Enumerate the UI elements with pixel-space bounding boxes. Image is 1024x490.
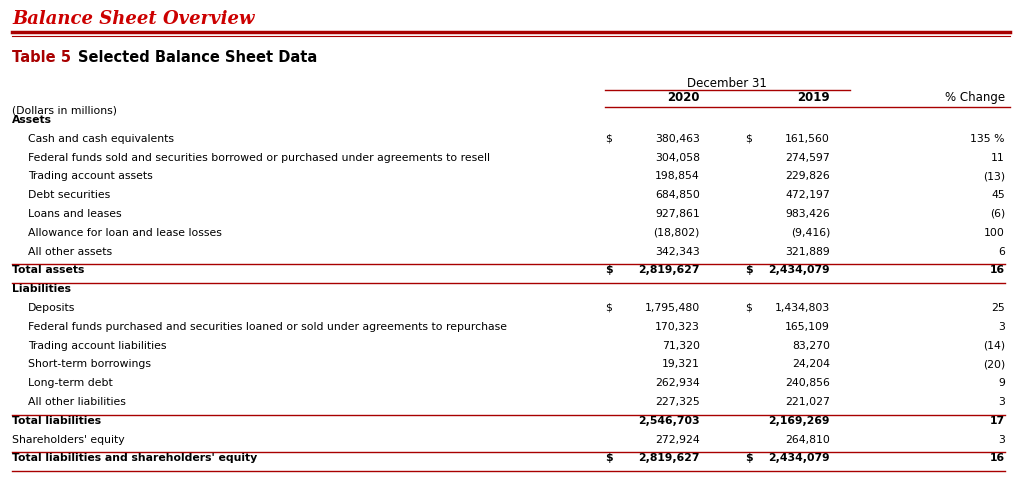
Text: All other liabilities: All other liabilities (28, 397, 126, 407)
Text: 3: 3 (998, 397, 1005, 407)
Text: 221,027: 221,027 (785, 397, 830, 407)
Text: $: $ (745, 453, 753, 464)
Text: $: $ (745, 303, 752, 313)
Text: 272,924: 272,924 (655, 435, 700, 444)
Text: Assets: Assets (12, 115, 52, 125)
Text: Total liabilities and shareholders' equity: Total liabilities and shareholders' equi… (12, 453, 257, 464)
Text: 9: 9 (998, 378, 1005, 388)
Text: Table 5: Table 5 (12, 50, 71, 65)
Text: 684,850: 684,850 (655, 190, 700, 200)
Text: 2,434,079: 2,434,079 (768, 266, 830, 275)
Text: 135 %: 135 % (971, 134, 1005, 144)
Text: Trading account assets: Trading account assets (28, 172, 153, 181)
Text: 17: 17 (990, 416, 1005, 426)
Text: 927,861: 927,861 (655, 209, 700, 219)
Text: Cash and cash equivalents: Cash and cash equivalents (28, 134, 174, 144)
Text: 1,795,480: 1,795,480 (645, 303, 700, 313)
Text: 229,826: 229,826 (785, 172, 830, 181)
Text: Allowance for loan and lease losses: Allowance for loan and lease losses (28, 228, 222, 238)
Text: 83,270: 83,270 (792, 341, 830, 351)
Text: 264,810: 264,810 (785, 435, 830, 444)
Text: Trading account liabilities: Trading account liabilities (28, 341, 167, 351)
Text: 2,819,627: 2,819,627 (639, 453, 700, 464)
Text: All other assets: All other assets (28, 246, 112, 257)
Text: 161,560: 161,560 (785, 134, 830, 144)
Text: (18,802): (18,802) (653, 228, 700, 238)
Text: 304,058: 304,058 (655, 152, 700, 163)
Text: % Change: % Change (945, 91, 1005, 104)
Text: 2,546,703: 2,546,703 (638, 416, 700, 426)
Text: 342,343: 342,343 (655, 246, 700, 257)
Text: 262,934: 262,934 (655, 378, 700, 388)
Text: 25: 25 (991, 303, 1005, 313)
Text: Federal funds purchased and securities loaned or sold under agreements to repurc: Federal funds purchased and securities l… (28, 322, 507, 332)
Text: 19,321: 19,321 (663, 359, 700, 369)
Text: Total liabilities: Total liabilities (12, 416, 101, 426)
Text: Balance Sheet Overview: Balance Sheet Overview (12, 10, 255, 28)
Text: (9,416): (9,416) (791, 228, 830, 238)
Text: December 31: December 31 (687, 77, 767, 90)
Text: 983,426: 983,426 (785, 209, 830, 219)
Text: (20): (20) (983, 359, 1005, 369)
Text: 16: 16 (990, 453, 1005, 464)
Text: Federal funds sold and securities borrowed or purchased under agreements to rese: Federal funds sold and securities borrow… (28, 152, 490, 163)
Text: 100: 100 (984, 228, 1005, 238)
Text: Short-term borrowings: Short-term borrowings (28, 359, 151, 369)
Text: 198,854: 198,854 (655, 172, 700, 181)
Text: Selected Balance Sheet Data: Selected Balance Sheet Data (78, 50, 317, 65)
Text: 71,320: 71,320 (662, 341, 700, 351)
Text: $: $ (605, 303, 612, 313)
Text: 1,434,803: 1,434,803 (775, 303, 830, 313)
Text: 11: 11 (991, 152, 1005, 163)
Text: $: $ (605, 266, 612, 275)
Text: (Dollars in millions): (Dollars in millions) (12, 106, 117, 116)
Text: 3: 3 (998, 322, 1005, 332)
Text: 165,109: 165,109 (785, 322, 830, 332)
Text: (14): (14) (983, 341, 1005, 351)
Text: Long-term debt: Long-term debt (28, 378, 113, 388)
Text: (13): (13) (983, 172, 1005, 181)
Text: 3: 3 (998, 435, 1005, 444)
Text: $: $ (605, 453, 612, 464)
Text: Total assets: Total assets (12, 266, 84, 275)
Text: Debt securities: Debt securities (28, 190, 111, 200)
Text: 227,325: 227,325 (655, 397, 700, 407)
Text: 2,434,079: 2,434,079 (768, 453, 830, 464)
Text: 45: 45 (991, 190, 1005, 200)
Text: 16: 16 (990, 266, 1005, 275)
Text: 472,197: 472,197 (785, 190, 830, 200)
Text: 274,597: 274,597 (785, 152, 830, 163)
Text: $: $ (745, 134, 752, 144)
Text: 380,463: 380,463 (655, 134, 700, 144)
Text: Loans and leases: Loans and leases (28, 209, 122, 219)
Text: Shareholders' equity: Shareholders' equity (12, 435, 125, 444)
Text: Liabilities: Liabilities (12, 284, 71, 294)
Text: 2019: 2019 (798, 91, 830, 104)
Text: 6: 6 (998, 246, 1005, 257)
Text: $: $ (745, 266, 753, 275)
Text: 2,819,627: 2,819,627 (639, 266, 700, 275)
Text: 321,889: 321,889 (785, 246, 830, 257)
Text: 2,169,269: 2,169,269 (768, 416, 830, 426)
Text: 2020: 2020 (668, 91, 700, 104)
Text: (6): (6) (990, 209, 1005, 219)
Text: 240,856: 240,856 (785, 378, 830, 388)
Text: Deposits: Deposits (28, 303, 76, 313)
Text: 170,323: 170,323 (655, 322, 700, 332)
Text: 24,204: 24,204 (792, 359, 830, 369)
Text: $: $ (605, 134, 612, 144)
